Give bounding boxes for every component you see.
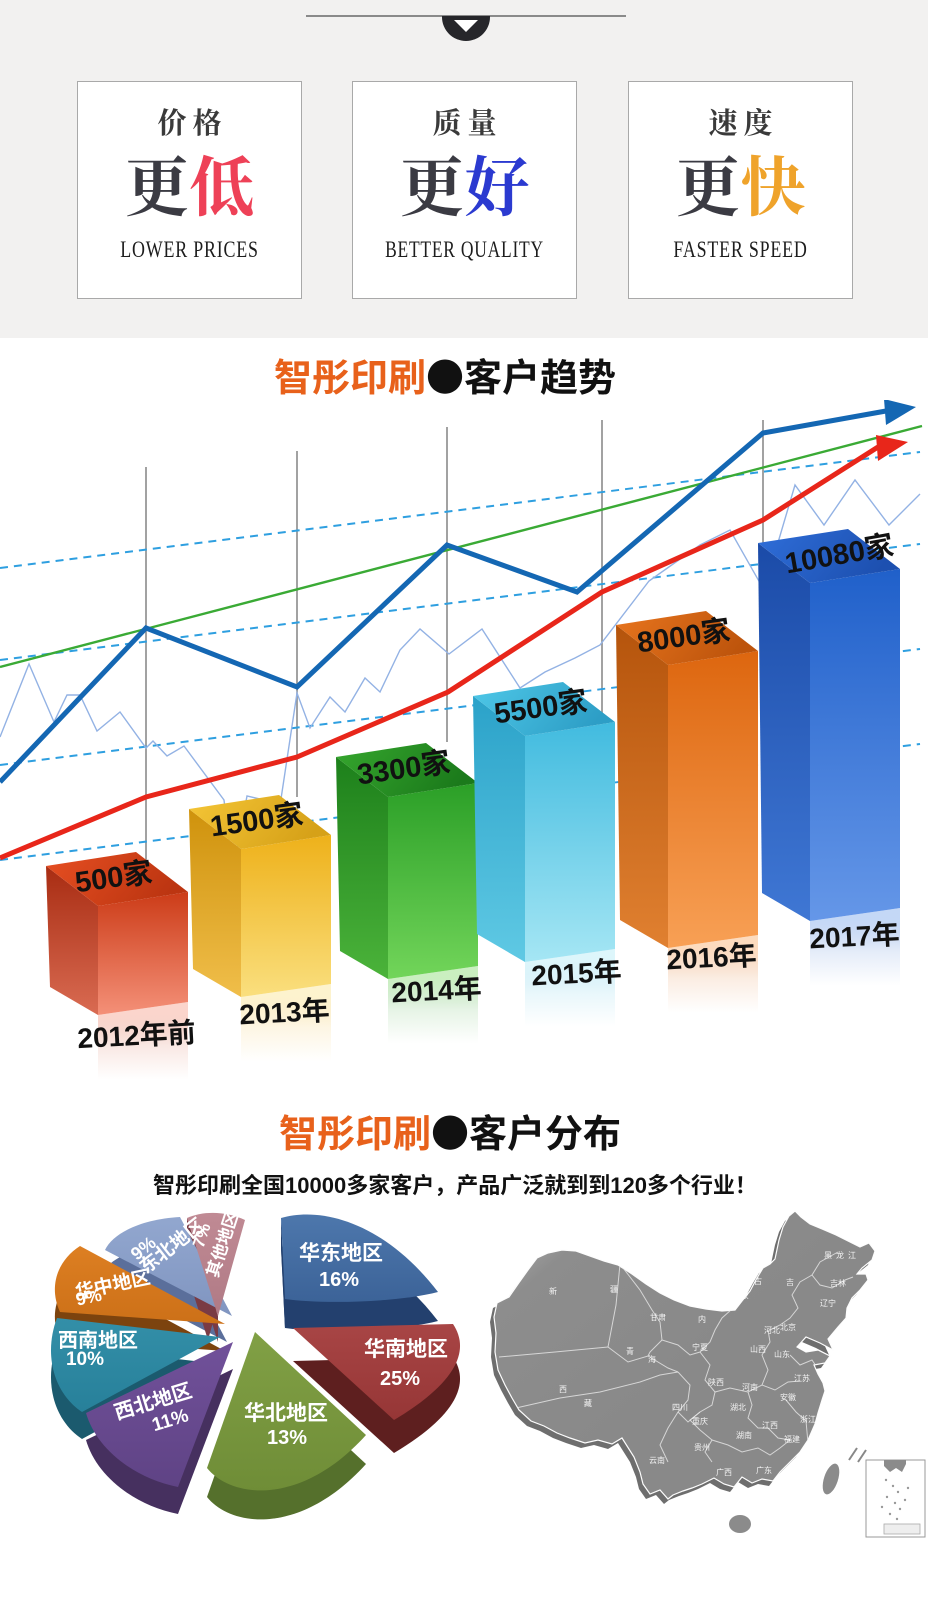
svg-text:吉: 吉 (786, 1277, 794, 1288)
svg-text:江西: 江西 (762, 1420, 778, 1431)
svg-text:海: 海 (648, 1354, 656, 1365)
svg-text:2016年: 2016年 (665, 934, 757, 979)
svg-text:重庆: 重庆 (692, 1416, 708, 1427)
svg-text:龙: 龙 (836, 1250, 844, 1261)
svg-text:江苏: 江苏 (794, 1373, 810, 1384)
svg-text:2014年: 2014年 (390, 967, 482, 1012)
svg-text:北京: 北京 (780, 1322, 796, 1333)
svg-text:安徽: 安徽 (780, 1392, 796, 1403)
svg-text:辽宁: 辽宁 (820, 1298, 836, 1309)
svg-text:广东: 广东 (756, 1465, 772, 1476)
svg-text:2015年: 2015年 (530, 950, 622, 995)
svg-text:2013年: 2013年 (238, 989, 330, 1034)
svg-text:华南地区: 华南地区 (364, 1333, 448, 1363)
svg-text:河南: 河南 (742, 1382, 758, 1393)
svg-text:湖南: 湖南 (736, 1430, 752, 1441)
svg-text:内: 内 (698, 1314, 706, 1325)
svg-text:新: 新 (549, 1286, 557, 1297)
svg-text:藏: 藏 (584, 1398, 592, 1409)
svg-text:浙江: 浙江 (800, 1414, 816, 1425)
svg-text:甘肃: 甘肃 (650, 1312, 666, 1323)
svg-text:2017年: 2017年 (808, 913, 900, 958)
svg-text:西南地区: 西南地区 (58, 1324, 138, 1353)
svg-text:黑: 黑 (824, 1250, 832, 1261)
svg-text:福建: 福建 (784, 1434, 800, 1445)
svg-text:古: 古 (754, 1276, 762, 1287)
svg-text:山东: 山东 (774, 1349, 790, 1360)
svg-text:青: 青 (626, 1346, 634, 1357)
svg-text:广西: 广西 (716, 1467, 732, 1478)
svg-text:10%: 10% (66, 1344, 104, 1371)
svg-text:疆: 疆 (610, 1284, 618, 1295)
svg-text:陕西: 陕西 (708, 1377, 724, 1388)
svg-text:9%: 9% (73, 1281, 104, 1312)
svg-text:16%: 16% (319, 1263, 359, 1292)
svg-text:吉林: 吉林 (830, 1278, 846, 1289)
svg-text:蒙: 蒙 (741, 1290, 749, 1301)
svg-text:华东地区: 华东地区 (299, 1237, 383, 1267)
svg-text:宁夏: 宁夏 (692, 1342, 708, 1353)
svg-text:25%: 25% (380, 1362, 420, 1391)
svg-text:湖北: 湖北 (730, 1402, 746, 1413)
svg-text:云南: 云南 (649, 1455, 665, 1466)
svg-text:江: 江 (848, 1250, 856, 1261)
svg-text:四川: 四川 (672, 1402, 688, 1413)
svg-text:山西: 山西 (750, 1344, 766, 1355)
svg-text:13%: 13% (267, 1421, 307, 1450)
svg-text:河北: 河北 (764, 1325, 780, 1336)
svg-text:西: 西 (559, 1384, 567, 1395)
svg-text:2012年前: 2012年前 (76, 1011, 196, 1057)
svg-text:贵州: 贵州 (694, 1442, 710, 1453)
svg-text:华北地区: 华北地区 (244, 1397, 328, 1427)
